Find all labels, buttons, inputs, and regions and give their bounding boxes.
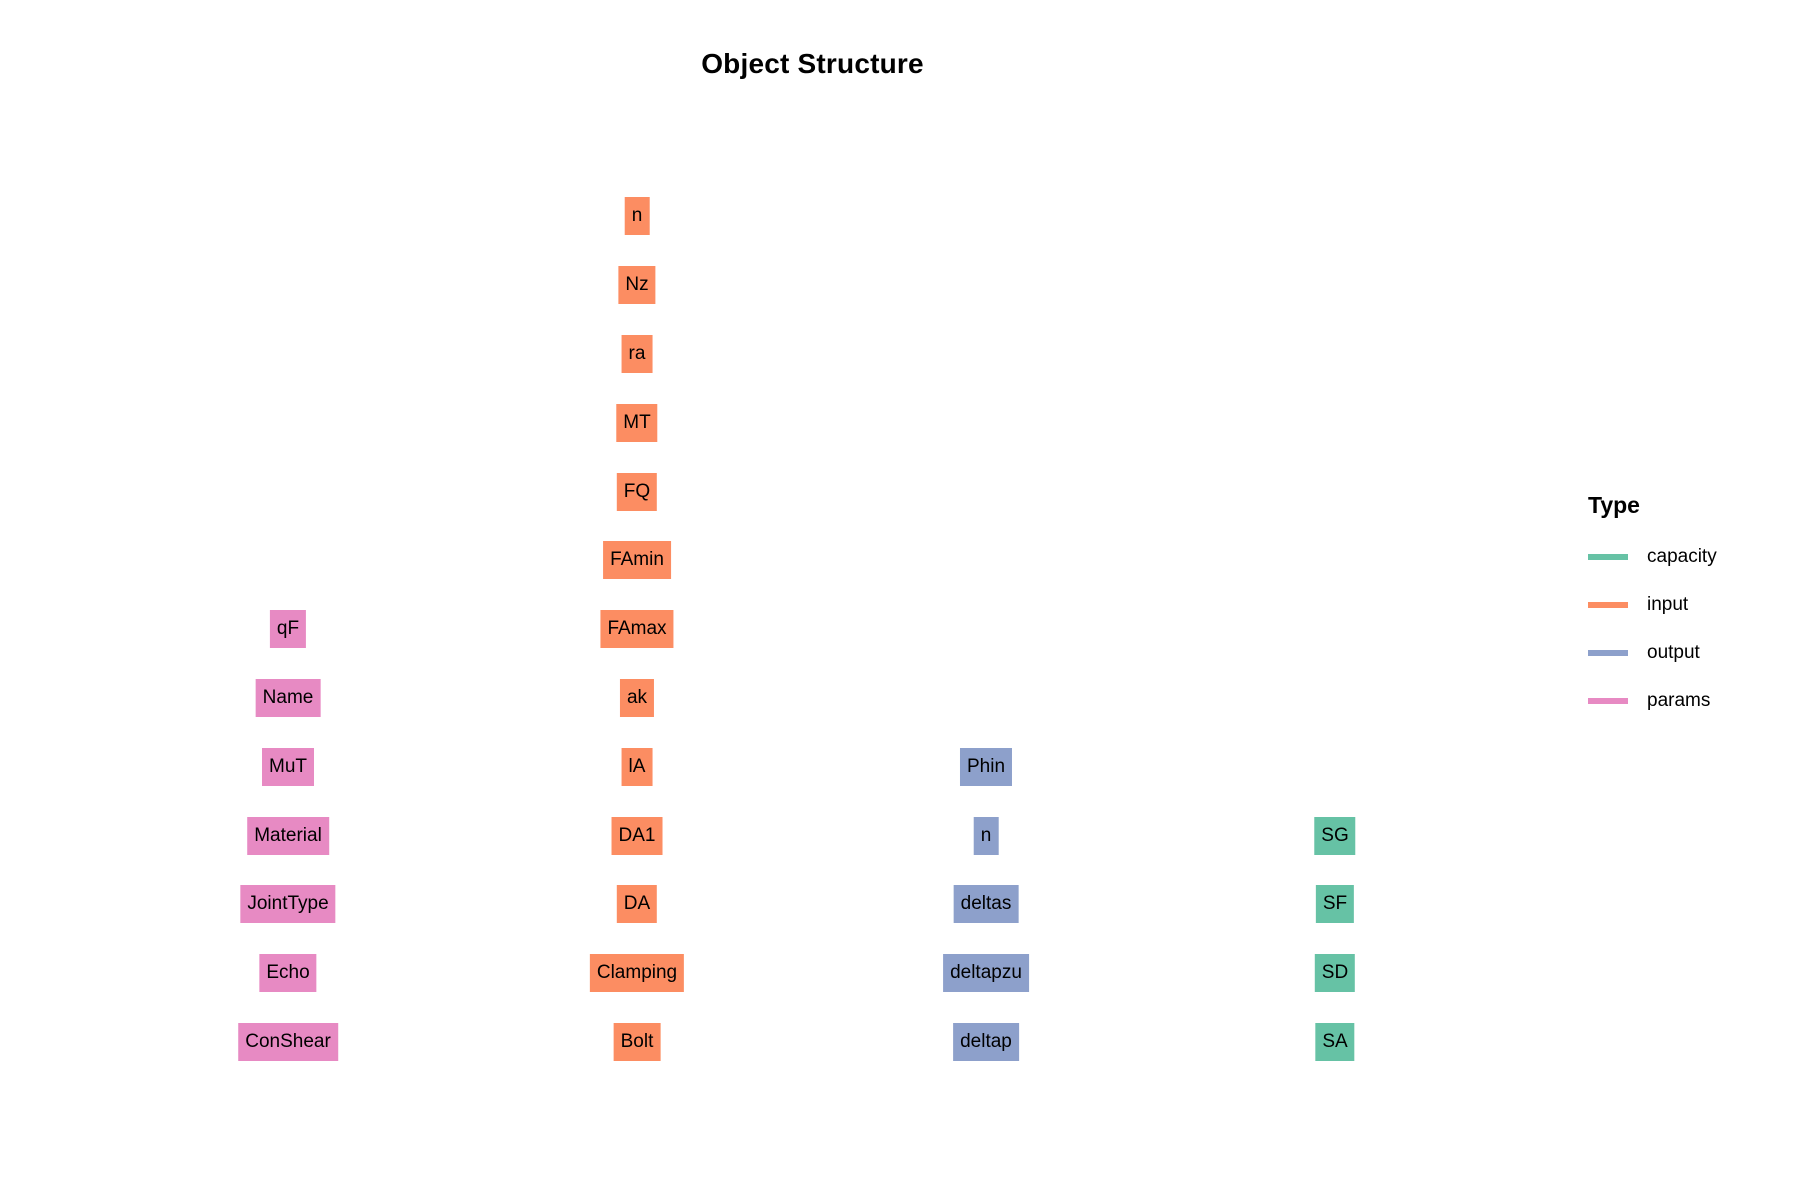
node-input-Clamping: Clamping — [589, 954, 685, 993]
node-params-Material: Material — [247, 816, 329, 855]
legend-swatch-input — [1588, 602, 1628, 608]
legend: Type capacity input output params — [1588, 492, 1788, 725]
node-params-qF: qF — [269, 610, 307, 649]
legend-label-output: output — [1647, 642, 1700, 663]
node-input-FQ: FQ — [616, 472, 658, 511]
node-capacity-SD: SD — [1314, 954, 1356, 993]
node-params-MuT: MuT — [262, 747, 314, 786]
legend-title: Type — [1588, 492, 1640, 518]
diagram-title: Object Structure — [701, 48, 924, 79]
node-input-Bolt: Bolt — [613, 1023, 661, 1061]
legend-label-capacity: capacity — [1647, 546, 1717, 567]
node-params-Name: Name — [255, 679, 321, 717]
node-input-FAmax: FAmax — [600, 610, 674, 649]
legend-swatch-capacity — [1588, 554, 1628, 560]
node-params-ConShear: ConShear — [238, 1023, 338, 1061]
node-input-ak: ak — [619, 679, 655, 717]
node-input-ra: ra — [621, 335, 653, 373]
node-output-deltapzu: deltapzu — [943, 954, 1029, 993]
node-input-Nz: Nz — [618, 266, 656, 305]
node-input-FAmin: FAmin — [603, 541, 671, 580]
node-capacity-SG: SG — [1314, 816, 1356, 855]
legend-item-params: params — [1588, 677, 1788, 725]
legend-label-input: input — [1647, 594, 1689, 615]
node-input-DA: DA — [616, 885, 658, 924]
node-capacity-SF: SF — [1315, 885, 1355, 924]
legend-swatch-output — [1588, 650, 1628, 656]
legend-item-capacity: capacity — [1588, 533, 1788, 581]
node-input-lA: lA — [621, 747, 653, 786]
legend-label-params: params — [1647, 690, 1711, 711]
node-capacity-SA: SA — [1315, 1023, 1355, 1061]
node-params-Echo: Echo — [259, 954, 317, 993]
legend-item-output: output — [1588, 629, 1788, 677]
node-input-DA1: DA1 — [611, 816, 663, 855]
node-output-deltas: deltas — [953, 885, 1019, 924]
node-output-Phin: Phin — [959, 747, 1013, 786]
node-params-JointType: JointType — [240, 885, 336, 924]
node-output-deltap: deltap — [953, 1023, 1019, 1061]
node-input-n: n — [624, 197, 650, 236]
node-input-MT: MT — [616, 403, 658, 442]
legend-swatch-params — [1588, 698, 1628, 704]
node-output-n: n — [973, 816, 999, 855]
legend-item-input: input — [1588, 581, 1788, 629]
